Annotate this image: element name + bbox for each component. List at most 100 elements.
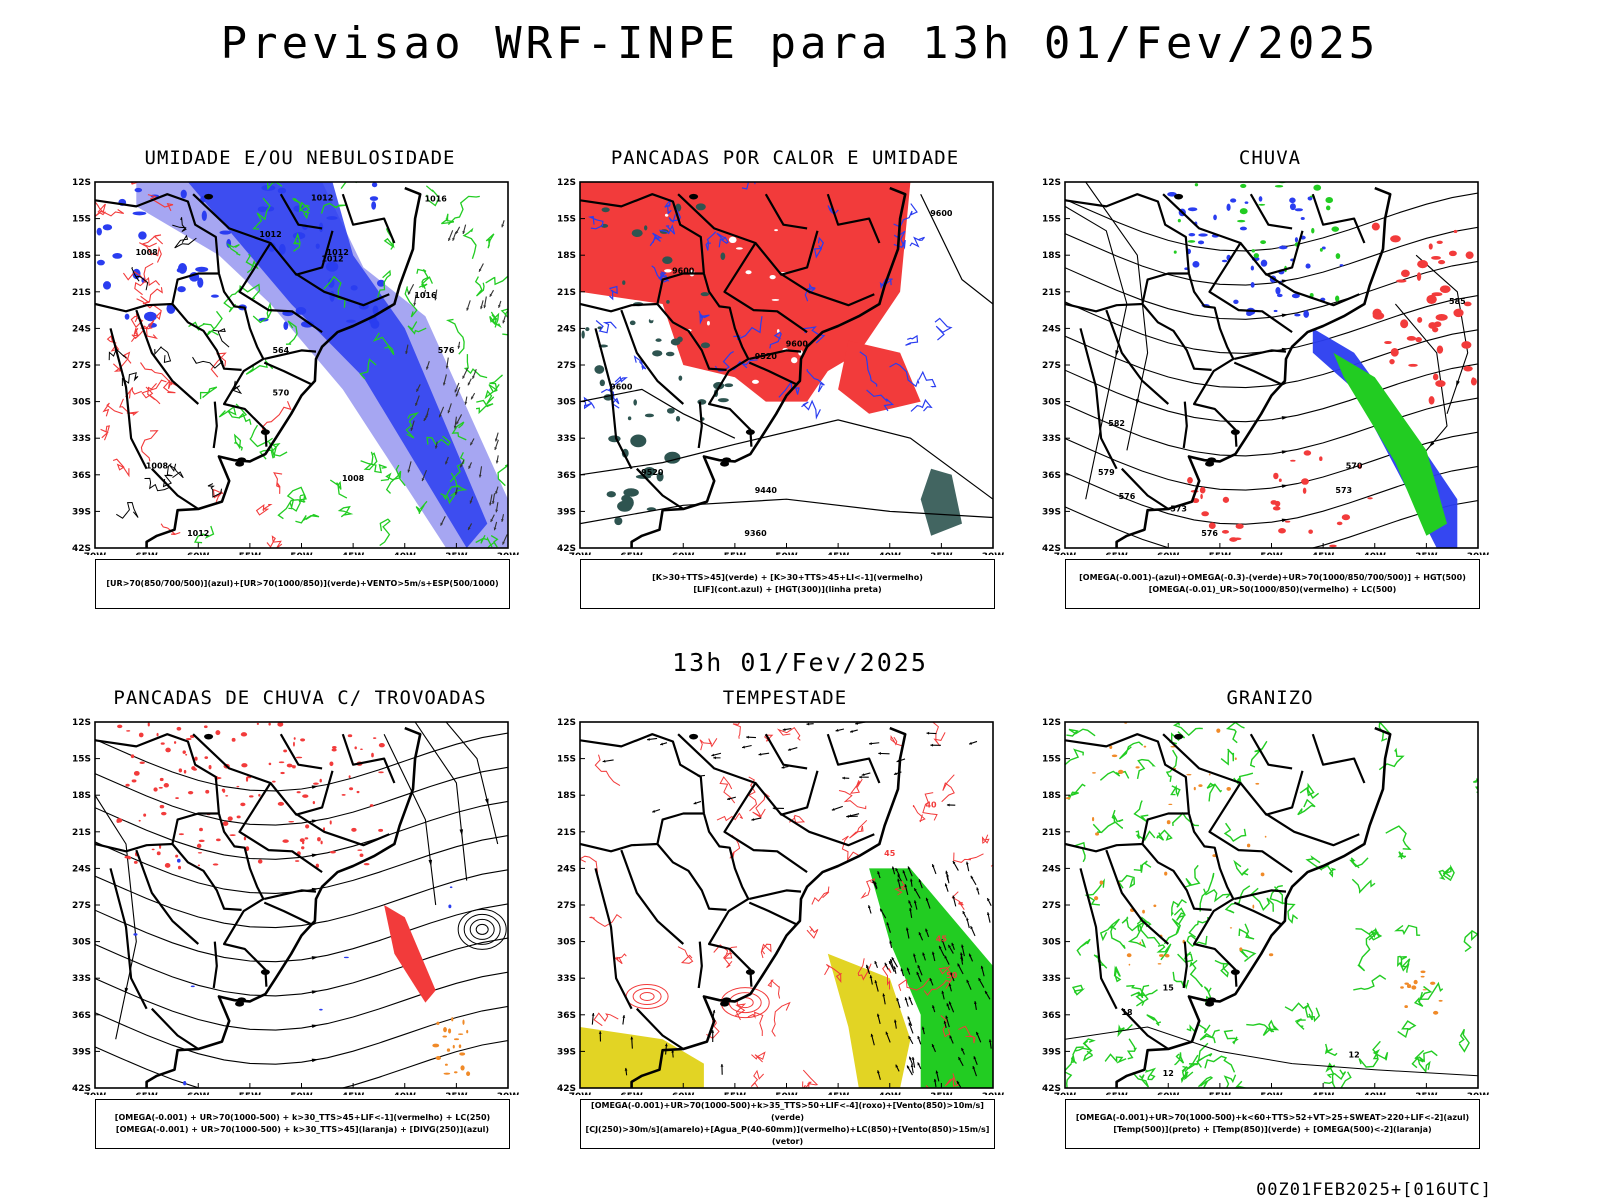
wind-vector-head <box>895 868 899 872</box>
omega-orange-dot <box>1139 941 1142 945</box>
lat-label: 24S <box>557 324 576 334</box>
thunder-orange-dot <box>444 1063 448 1066</box>
pressure-contour <box>172 217 187 233</box>
thickness-contour <box>210 352 227 378</box>
water-contour <box>981 834 990 844</box>
wind-vector-head <box>988 1039 992 1043</box>
low-humidity-contour <box>233 433 243 451</box>
lon-label: 55W <box>239 1092 262 1095</box>
low-humidity-contour <box>404 286 418 318</box>
panel-legend: [K>30+TTS>45](verde) + [K>30+TTS>45+LI<-… <box>580 559 995 609</box>
wind-vector-head <box>909 878 913 882</box>
thickness-contour <box>130 182 138 185</box>
lon-label: 40W <box>879 1092 902 1095</box>
rain-red-patch <box>1208 522 1216 530</box>
instability-green <box>601 207 610 213</box>
wind-vector-head <box>454 491 458 495</box>
contour-label: 573 <box>1335 486 1352 495</box>
political-border <box>212 401 218 449</box>
contour-label: 1012 <box>259 230 281 239</box>
geo-layer <box>580 726 907 1088</box>
lif-contour <box>651 265 665 282</box>
political-border <box>341 193 396 244</box>
lat-label: 21S <box>557 288 576 298</box>
political-border <box>238 242 323 334</box>
omega-orange-dot <box>1239 947 1243 952</box>
omega-orange-dot <box>1128 963 1131 966</box>
streamline <box>1065 192 1478 252</box>
omega-strong-area <box>1333 352 1447 536</box>
omega-blob <box>1250 265 1255 271</box>
thickness-contour <box>112 351 132 372</box>
wind-vector-head <box>457 345 461 349</box>
political-border <box>1079 328 1118 470</box>
temp-850-contour <box>1269 885 1284 905</box>
political-border <box>1121 1007 1169 1050</box>
wind-vector-head <box>882 993 886 997</box>
lat-label: 36S <box>1042 1011 1061 1021</box>
clear-patch <box>638 396 643 400</box>
humidity-blob <box>372 305 379 316</box>
map-pancadas-calor[interactable]: 9600 9600 9520 9600 9520 9440 9360 9600 12S 15S 18… <box>545 175 1025 555</box>
lat-label: 27S <box>72 901 91 911</box>
low-humidity-contour <box>474 276 485 297</box>
water-contour <box>594 754 621 787</box>
lon-label: 30W <box>497 552 520 555</box>
temp-850-contour <box>1220 748 1235 766</box>
thunder-orange-dot <box>462 1019 465 1025</box>
political-border <box>580 193 753 447</box>
pressure-contour <box>192 356 224 369</box>
lat-label: 42S <box>557 544 576 554</box>
instability-green <box>606 491 616 498</box>
thickness-contour <box>255 504 273 516</box>
humidity-blob <box>138 231 147 240</box>
thunder-orange-dot <box>458 1033 464 1035</box>
omega-blob <box>1187 207 1198 212</box>
wind-vector-head <box>469 500 473 504</box>
streamline <box>414 722 468 881</box>
clear-patch <box>733 394 739 399</box>
rain-red-patch <box>1396 279 1407 283</box>
wind-vector-head <box>949 1035 953 1039</box>
lon-label: 35W <box>445 1092 468 1095</box>
thunder-red-dot <box>126 730 131 732</box>
temp-850-contour <box>1156 829 1173 841</box>
water-contour <box>857 958 872 981</box>
wind-vector-head <box>472 375 475 379</box>
thunder-orange-dot <box>443 1027 447 1033</box>
thunder-red-dot <box>369 804 374 807</box>
lake <box>260 429 270 435</box>
lon-label: 60W <box>1157 552 1180 555</box>
lat-label: 18S <box>1042 791 1061 801</box>
temp-850-contour <box>1146 1014 1162 1026</box>
streamline-arrow <box>311 956 319 960</box>
low-humidity-contour <box>298 201 311 220</box>
lat-label: 12S <box>557 718 576 728</box>
lat-label: 30S <box>557 398 576 408</box>
rain-red-patch <box>1222 496 1230 503</box>
wind-vector-head <box>952 895 956 899</box>
rain-red-patch <box>1436 345 1444 354</box>
map-chuva[interactable]: 582 579 576 573 570 576 573 585 12S 15S 18S 21S 24S 2… <box>1030 175 1510 555</box>
contour-label: 1012 <box>321 254 343 263</box>
omega-orange-dot <box>1095 832 1100 836</box>
water-contour <box>760 943 772 959</box>
water-contour <box>767 979 781 999</box>
lif-contour <box>698 310 710 325</box>
low-humidity-contour <box>451 421 467 441</box>
map-granizo[interactable]: 15 12 18 12 12S 15S 18S 21S 24S 27S 30S 33S 36S 39S 42… <box>1030 715 1510 1095</box>
map-tempestade[interactable]: 40 45 50 45 12S 15S 18S 21S 24S 27S 30S 33S 36S 39S 42… <box>545 715 1025 1095</box>
water-contour <box>788 814 806 823</box>
low-humidity-contour <box>407 321 427 335</box>
political-border <box>656 843 727 911</box>
wind-vector-head <box>647 737 650 741</box>
lif-contour <box>664 198 672 215</box>
lon-label: 60W <box>672 552 695 555</box>
lat-label: 21S <box>72 288 91 298</box>
thunder-orange-dot <box>458 1044 462 1049</box>
map-pancadas-trovoadas[interactable]: 12S 15S 18S 21S 24S 27S 30S 33S 36S 39S 42S70W 65W 6… <box>60 715 540 1095</box>
wind-vector-head <box>440 522 444 526</box>
map-umidade[interactable]: 1012101210121008100810121016576570564100… <box>60 175 540 555</box>
map-frame <box>1064 721 1479 1089</box>
wind-vector-head <box>502 320 506 324</box>
